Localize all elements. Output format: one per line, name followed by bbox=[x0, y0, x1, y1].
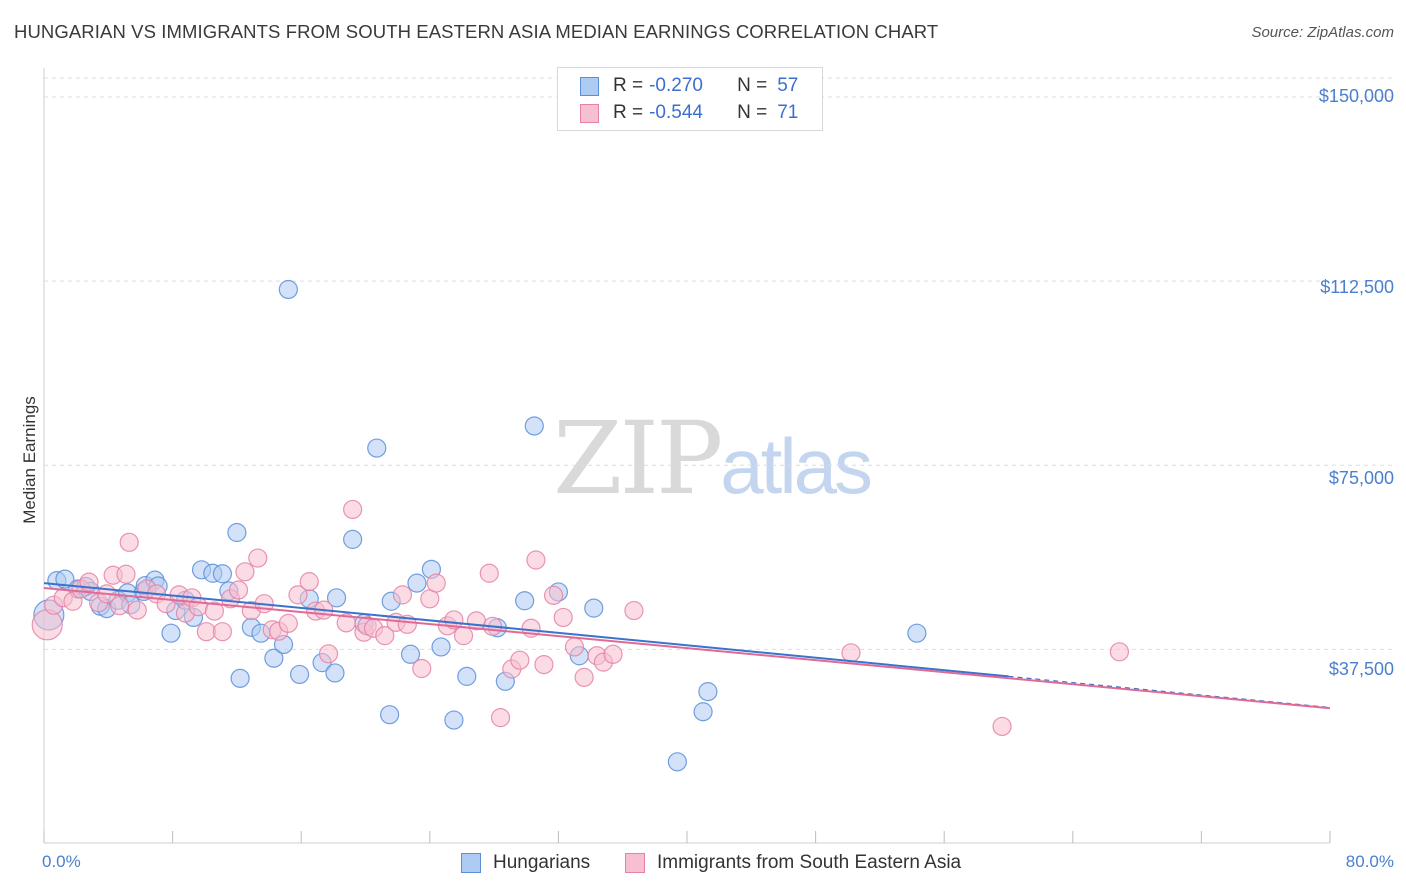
immigrant-point bbox=[412, 658, 432, 679]
hungarian-point bbox=[400, 644, 421, 664]
immigrant-point bbox=[116, 564, 136, 584]
immigrant-point bbox=[444, 610, 464, 630]
watermark-zip: ZIP bbox=[553, 400, 723, 517]
legend-swatch-blue bbox=[580, 76, 599, 96]
immigrant-point bbox=[212, 622, 233, 642]
legend-r-value: -0.544 bbox=[649, 102, 703, 123]
immigrant-point bbox=[109, 596, 130, 616]
source-label: Source: ZipAtlas.com bbox=[1251, 24, 1394, 41]
series-legend-hungarians[interactable]: Hungarians bbox=[461, 852, 590, 874]
immigrant-point bbox=[574, 667, 594, 687]
immigrant-point bbox=[318, 644, 339, 664]
series-legend-label: Hungarians bbox=[493, 852, 591, 873]
immigrant-point bbox=[553, 607, 573, 628]
series-swatch-blue bbox=[461, 853, 481, 873]
immigrant-point bbox=[603, 644, 623, 664]
immigrant-point bbox=[490, 708, 511, 728]
hungarian-point bbox=[230, 668, 250, 688]
hungarian-point bbox=[698, 682, 718, 702]
legend-r-label: R = bbox=[613, 75, 644, 96]
legend-r-value: -0.270 bbox=[649, 75, 703, 96]
legend-n-value: 57 bbox=[777, 75, 799, 96]
immigrant-point bbox=[204, 601, 224, 621]
legend-n-value: 71 bbox=[777, 102, 799, 123]
immigrant-point bbox=[397, 614, 417, 634]
hungarian-point bbox=[278, 279, 298, 300]
immigrant-point bbox=[299, 572, 319, 592]
legend-r-label: R = bbox=[613, 102, 644, 123]
series-legend-label: Immigrants from South Eastern Asia bbox=[657, 852, 962, 873]
immigrant-point bbox=[426, 573, 446, 593]
hungarian-point bbox=[227, 522, 247, 543]
immigrant-point bbox=[375, 626, 395, 646]
immigrant-point bbox=[534, 654, 554, 675]
hungarian-point bbox=[367, 438, 387, 458]
immigrant-point bbox=[624, 600, 644, 621]
correlation-legend: R = -0.270 N = 57 R = -0.544 N = 71 bbox=[557, 67, 823, 131]
hungarian-point bbox=[584, 598, 604, 618]
hungarian-point bbox=[667, 752, 687, 772]
legend-n-label: N = bbox=[737, 75, 768, 96]
hungarian-point bbox=[264, 648, 284, 668]
immigrant-point bbox=[278, 613, 298, 633]
x-tick-label-max: 80.0% bbox=[1345, 852, 1394, 871]
immigrant-point bbox=[336, 613, 356, 633]
series-legend-immigrants[interactable]: Immigrants from South Eastern Asia bbox=[625, 852, 961, 874]
immigrant-point bbox=[526, 550, 546, 570]
hungarian-point bbox=[212, 564, 233, 584]
x-tick-label-min: 0.0% bbox=[42, 852, 81, 871]
hungarian-point bbox=[343, 529, 363, 549]
immigrant-point bbox=[235, 562, 255, 582]
legend-n-label: N = bbox=[737, 102, 768, 123]
immigrant-point bbox=[543, 585, 564, 605]
immigrant-point bbox=[127, 600, 147, 620]
series-legend: Hungarians Immigrants from South Eastern… bbox=[0, 852, 1406, 876]
trend-line bbox=[43, 587, 1331, 710]
hungarian-point bbox=[515, 591, 535, 611]
hungarian-point bbox=[55, 569, 75, 589]
immigrant-point bbox=[1109, 642, 1130, 662]
y-tick-label: $37,500 bbox=[1328, 659, 1394, 679]
hungarian-point bbox=[524, 416, 544, 436]
y-tick-label: $112,500 bbox=[1320, 277, 1394, 297]
immigrant-point bbox=[841, 643, 861, 663]
trend-line bbox=[43, 582, 1009, 678]
series-swatch-pink bbox=[625, 853, 645, 873]
hungarian-point bbox=[907, 623, 927, 643]
y-tick-label: $75,000 bbox=[1328, 468, 1394, 488]
immigrant-point bbox=[564, 637, 585, 657]
hungarian-point bbox=[431, 637, 451, 657]
immigrant-point bbox=[288, 585, 308, 605]
immigrant-point bbox=[992, 716, 1012, 737]
hungarian-point bbox=[407, 573, 427, 593]
immigrant-point bbox=[453, 626, 474, 646]
immigrant-point bbox=[479, 563, 499, 583]
y-tick-label: $150,000 bbox=[1318, 86, 1394, 106]
immigrant-point bbox=[119, 532, 139, 552]
hungarian-point bbox=[457, 666, 477, 686]
hungarian-point bbox=[326, 588, 347, 608]
legend-row-immigrants: R = -0.544 N = 71 bbox=[580, 101, 798, 125]
hungarian-point bbox=[693, 702, 713, 722]
hungarian-point bbox=[161, 623, 181, 643]
y-axis-label: Median Earnings bbox=[20, 396, 39, 524]
immigrant-point bbox=[343, 499, 363, 520]
chart-title: HUNGARIAN VS IMMIGRANTS FROM SOUTH EASTE… bbox=[14, 21, 939, 42]
immigrant-point bbox=[228, 580, 249, 600]
immigrant-point bbox=[510, 650, 530, 670]
watermark: ZIPatlas bbox=[553, 400, 873, 517]
immigrant-point bbox=[31, 609, 63, 641]
hungarian-point bbox=[444, 710, 464, 730]
immigrant-point bbox=[248, 548, 268, 568]
legend-swatch-pink bbox=[580, 103, 599, 123]
hungarian-point bbox=[289, 664, 310, 685]
hungarian-point bbox=[325, 663, 345, 683]
legend-row-hungarians: R = -0.270 N = 57 bbox=[580, 74, 798, 98]
hungarian-point bbox=[380, 705, 400, 725]
immigrant-point bbox=[196, 622, 216, 642]
watermark-atlas: atlas bbox=[720, 422, 873, 510]
immigrant-point bbox=[392, 585, 413, 605]
immigrant-point bbox=[188, 597, 208, 617]
